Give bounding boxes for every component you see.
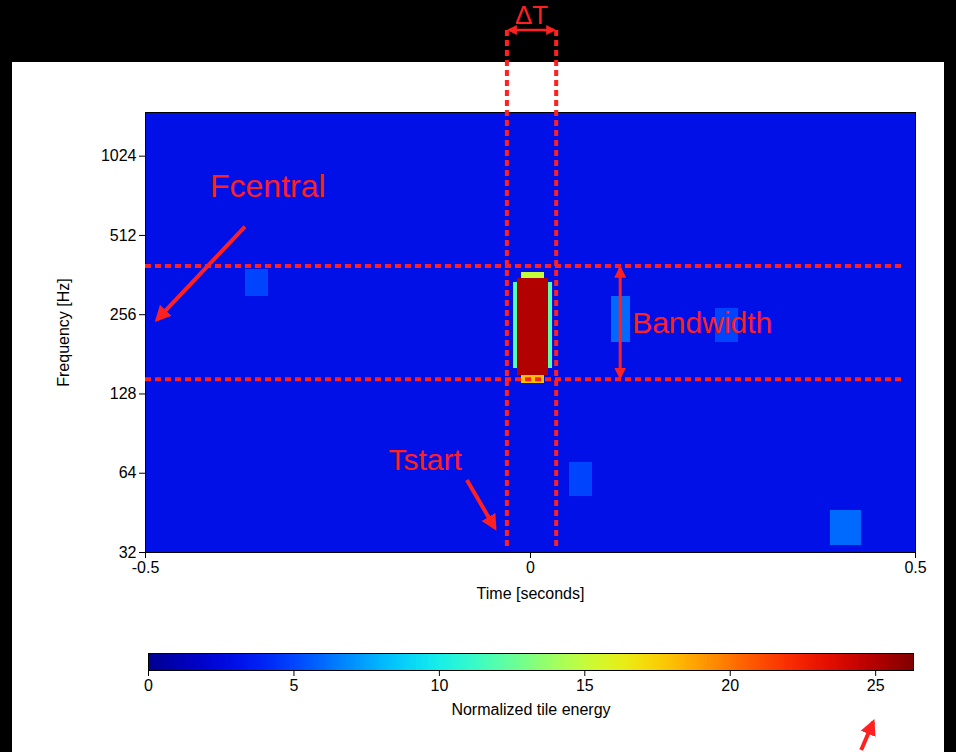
svg-text:Tstart: Tstart [389,443,463,476]
svg-text:64: 64 [119,464,137,481]
svg-text:0.5: 0.5 [904,559,926,576]
svg-text:ΔT: ΔT [515,0,548,30]
svg-text:10: 10 [430,677,448,694]
svg-text:-0.5: -0.5 [132,559,160,576]
svg-text:25: 25 [867,677,885,694]
svg-text:Time [seconds]: Time [seconds] [477,585,585,602]
svg-text:20: 20 [721,677,739,694]
svg-text:Frequency [Hz]: Frequency [Hz] [55,278,72,386]
svg-text:Normalized tile energy: Normalized tile energy [451,701,610,718]
svg-text:Bandwidth: Bandwidth [632,306,772,339]
svg-text:512: 512 [110,227,137,244]
svg-text:0: 0 [526,559,535,576]
svg-text:0: 0 [144,677,153,694]
svg-text:Fcentral: Fcentral [210,168,326,204]
svg-text:1024: 1024 [101,147,137,164]
svg-text:15: 15 [576,677,594,694]
svg-text:5: 5 [289,677,298,694]
svg-text:256: 256 [110,306,137,323]
svg-text:32: 32 [118,543,137,561]
svg-text:128: 128 [110,385,137,402]
